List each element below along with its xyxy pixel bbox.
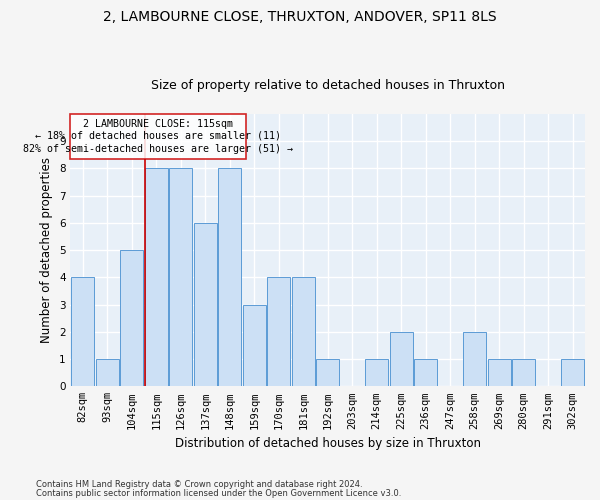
X-axis label: Distribution of detached houses by size in Thruxton: Distribution of detached houses by size … [175, 437, 481, 450]
Bar [414, 359, 437, 386]
Y-axis label: Number of detached properties: Number of detached properties [40, 157, 53, 343]
Bar [512, 359, 535, 386]
Bar [292, 278, 315, 386]
Title: Size of property relative to detached houses in Thruxton: Size of property relative to detached ho… [151, 79, 505, 92]
Bar [145, 168, 168, 386]
Text: Contains public sector information licensed under the Open Government Licence v3: Contains public sector information licen… [36, 488, 401, 498]
Text: Contains HM Land Registry data © Crown copyright and database right 2024.: Contains HM Land Registry data © Crown c… [36, 480, 362, 489]
Bar [561, 359, 584, 386]
Bar [463, 332, 487, 386]
Bar [71, 278, 94, 386]
Text: ← 18% of detached houses are smaller (11): ← 18% of detached houses are smaller (11… [35, 131, 281, 141]
Bar [194, 223, 217, 386]
Bar [169, 168, 193, 386]
Bar [267, 278, 290, 386]
Bar [70, 114, 247, 159]
Bar [218, 168, 241, 386]
Bar [95, 359, 119, 386]
Bar [389, 332, 413, 386]
Bar [365, 359, 388, 386]
Bar [242, 304, 266, 386]
Text: 82% of semi-detached houses are larger (51) →: 82% of semi-detached houses are larger (… [23, 144, 293, 154]
Text: 2 LAMBOURNE CLOSE: 115sqm: 2 LAMBOURNE CLOSE: 115sqm [83, 120, 233, 130]
Text: 2, LAMBOURNE CLOSE, THRUXTON, ANDOVER, SP11 8LS: 2, LAMBOURNE CLOSE, THRUXTON, ANDOVER, S… [103, 10, 497, 24]
Bar [316, 359, 340, 386]
Bar [120, 250, 143, 386]
Bar [488, 359, 511, 386]
